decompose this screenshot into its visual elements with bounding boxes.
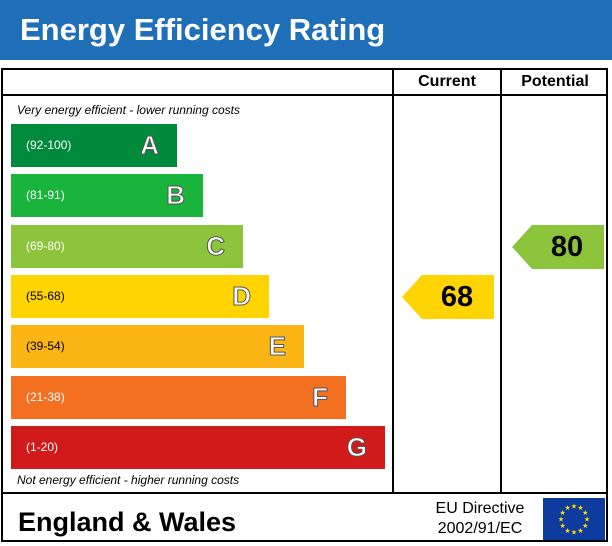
eu-flag-icon: ★ ★ ★ ★ ★ ★ ★ ★ ★ ★ ★ ★ [543, 498, 605, 540]
band-e-range: (39-54) [26, 339, 65, 354]
band-c-letter: C [206, 230, 226, 261]
band-d: (55-68) D [11, 274, 269, 318]
top-caption: Very energy efficient - lower running co… [17, 103, 240, 117]
band-a-letter: A [140, 130, 160, 161]
band-b-letter: B [166, 180, 186, 211]
divider-current-left [392, 68, 394, 494]
footer-divider [1, 492, 608, 494]
band-g-letter: G [346, 431, 367, 462]
eu-star-icon: ★ [577, 527, 583, 535]
column-header-current: Current [418, 73, 476, 90]
eu-star-icon: ★ [560, 522, 566, 530]
eu-star-icon: ★ [582, 509, 588, 517]
band-e-letter: E [268, 331, 286, 362]
eu-star-icon: ★ [584, 516, 590, 524]
eu-stars-icon: ★ ★★★★★★★★★★★ [558, 503, 590, 537]
title-bar: Energy Efficiency Rating [0, 0, 612, 60]
potential-arrow-shape [512, 224, 604, 269]
eu-directive-line2: 2002/91/EC [437, 520, 523, 537]
band-c-range: (69-80) [26, 238, 65, 253]
band-a-range: (92-100) [26, 138, 72, 152]
column-header-potential: Potential [521, 73, 589, 90]
potential-rating-value: 80 [550, 230, 584, 263]
region-label: England & Wales [18, 507, 237, 537]
bottom-caption: Not energy efficient - higher running co… [17, 473, 240, 487]
band-g-range: (1-20) [26, 439, 59, 454]
eu-star-icon: ★ [582, 522, 588, 530]
chart-title: Energy Efficiency Rating [20, 12, 386, 47]
eu-star-icon: ★ [558, 516, 564, 524]
eu-star-icon: ★ [564, 504, 570, 512]
band-a: (92-100) A [11, 124, 177, 167]
eu-star-icon: ★ [571, 529, 577, 537]
band-f-letter: F [312, 381, 329, 412]
band-c: (69-80) C [11, 224, 243, 268]
eu-star-icon: ★ [564, 527, 570, 535]
band-d-letter: D [232, 280, 252, 311]
divider-potential-left [500, 68, 502, 494]
band-b-range: (81-91) [26, 188, 65, 203]
eu-directive: EU Directive 2002/91/EC [420, 499, 540, 539]
band-f-range: (21-38) [26, 389, 65, 404]
band-d-range: (55-68) [26, 288, 65, 303]
eu-star-icon: ★ [571, 503, 577, 511]
band-b: (81-91) B [11, 174, 203, 218]
eu-star-icon: ★ [577, 504, 583, 512]
band-f: (21-38) F [11, 375, 346, 419]
band-g: (1-20) G [11, 425, 385, 469]
current-rating-arrow: 68 [402, 274, 494, 319]
potential-rating-arrow: 80 [512, 224, 604, 269]
header-divider [1, 94, 608, 96]
band-e: (39-54) E [11, 325, 304, 369]
eu-directive-line1: EU Directive [435, 500, 525, 517]
current-arrow-shape [402, 274, 494, 319]
current-rating-value: 68 [440, 280, 474, 313]
eu-star-icon: ★ [560, 509, 566, 517]
chart-frame [1, 68, 608, 542]
